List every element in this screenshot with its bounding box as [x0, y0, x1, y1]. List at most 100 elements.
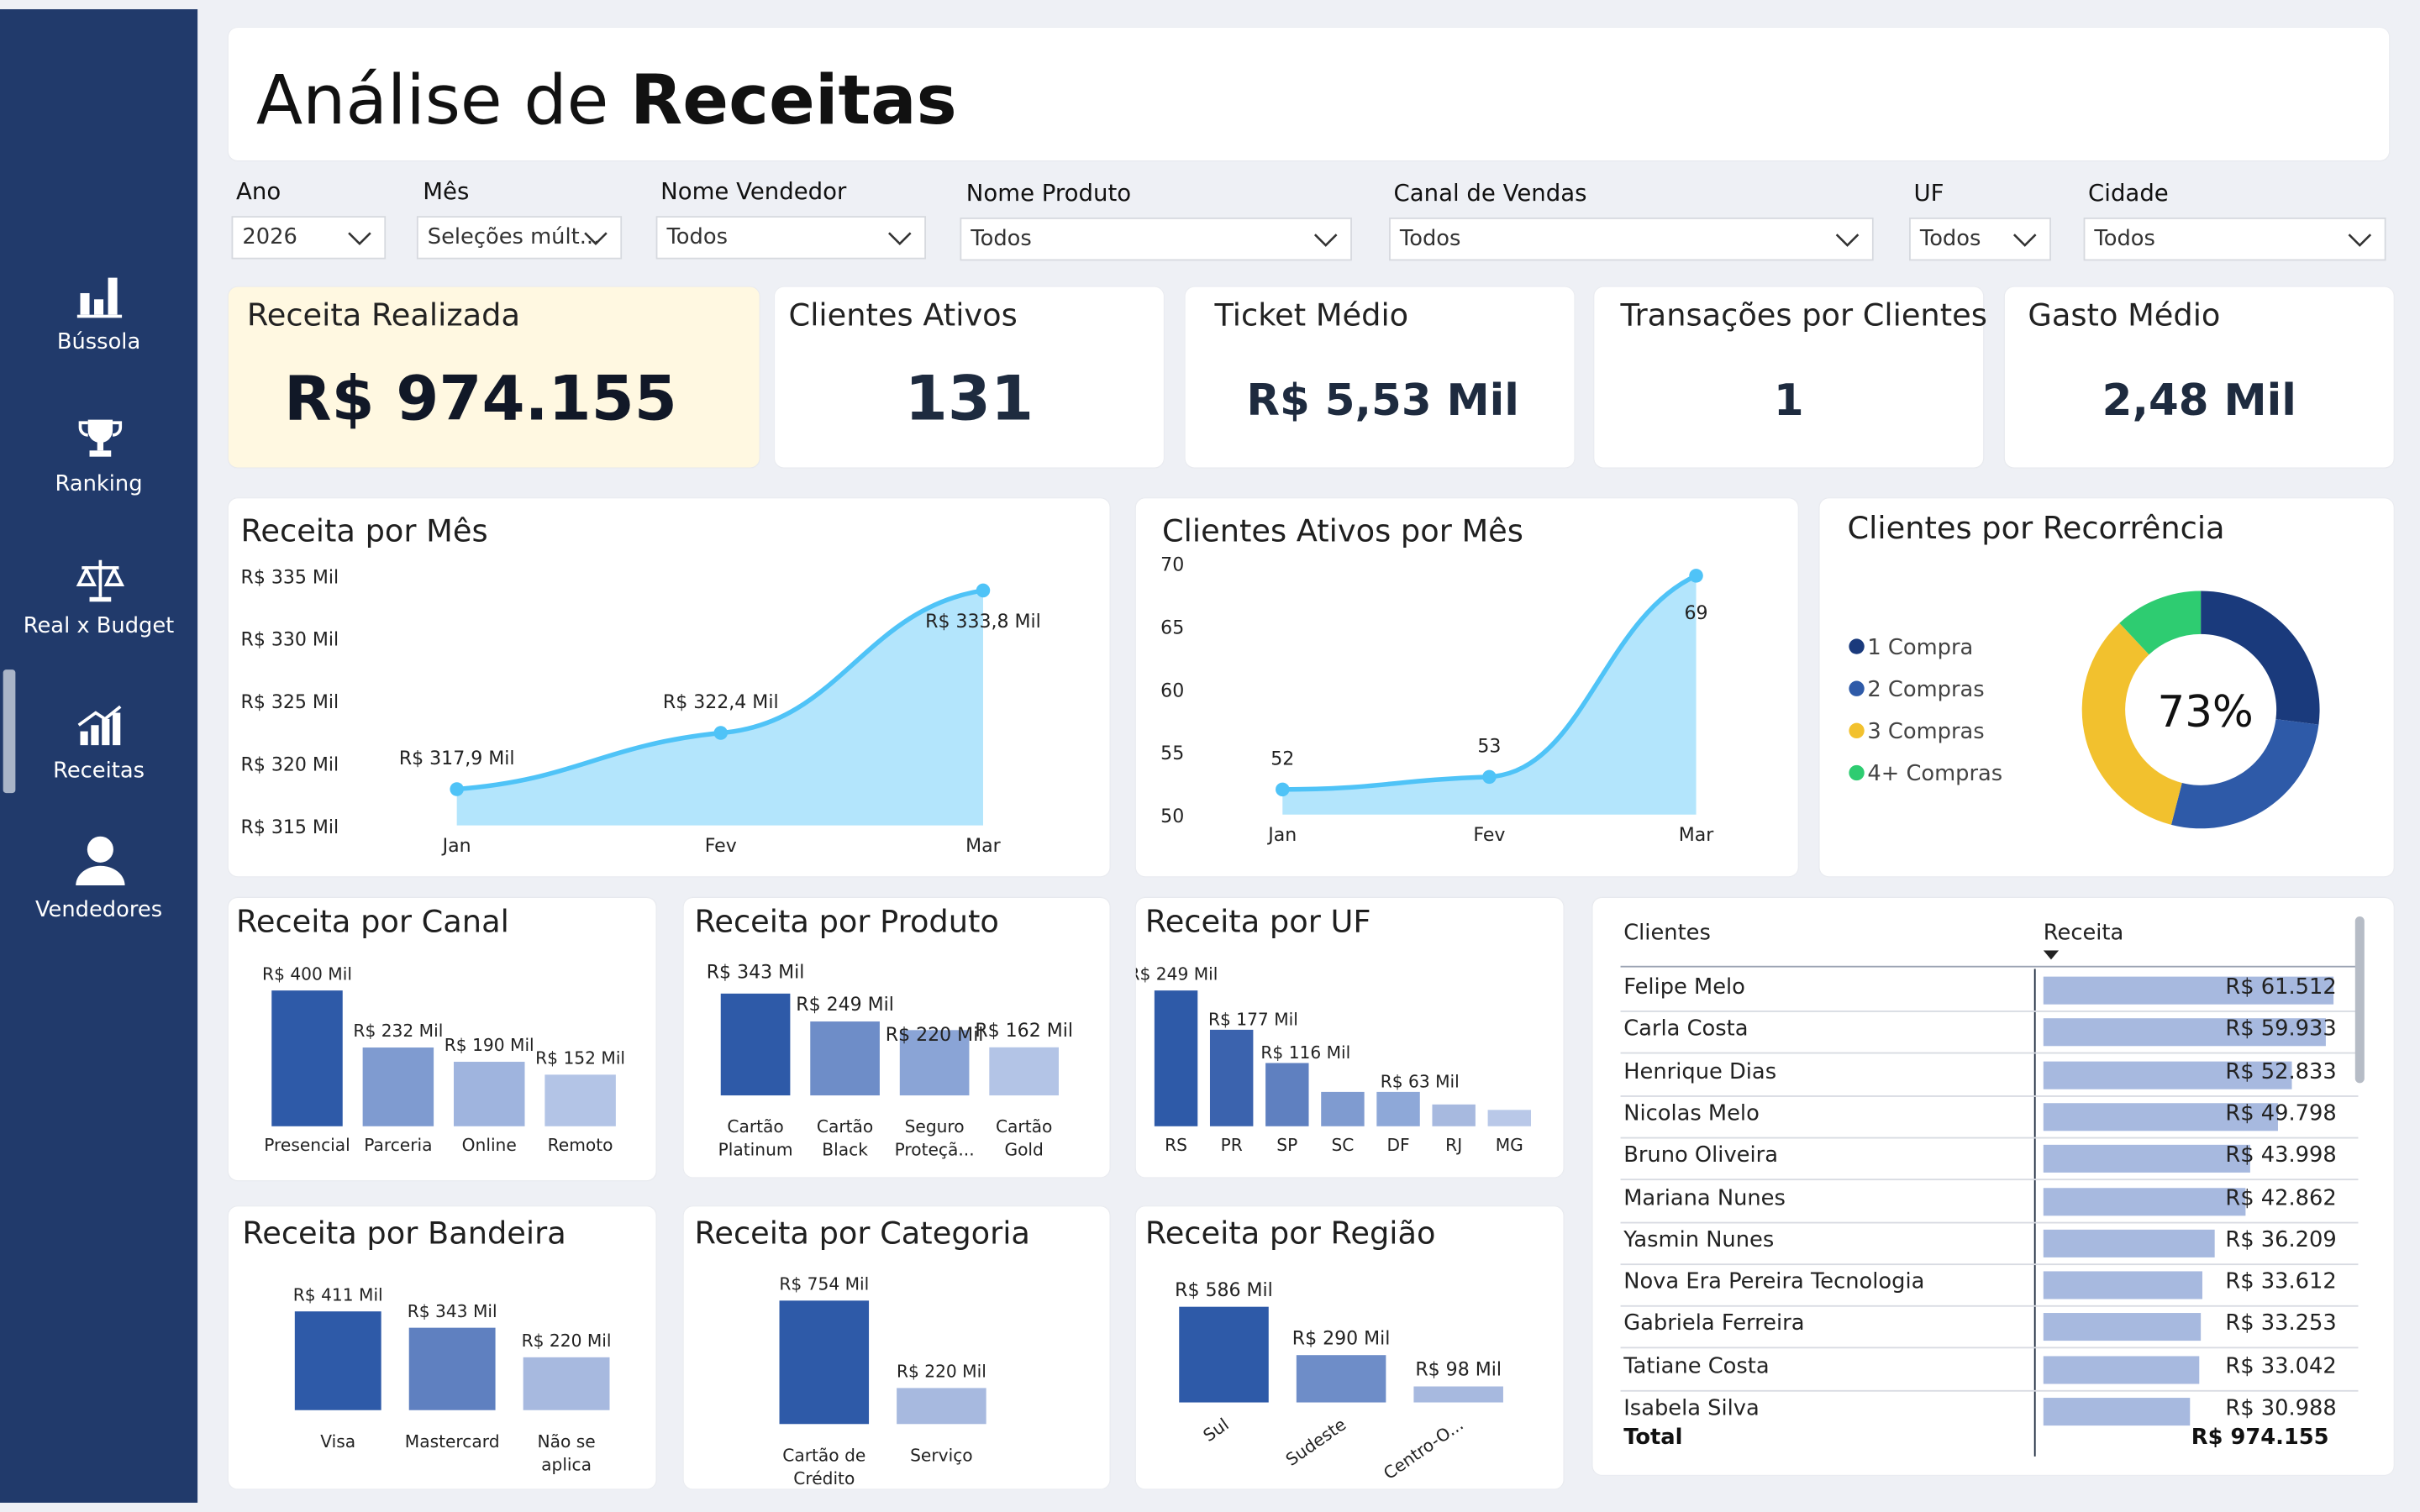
chart-title: Receita por Região: [1144, 1214, 1436, 1252]
data-label: R$ 177 Mil: [1208, 1009, 1298, 1029]
data-label: R$ 220 Mil: [522, 1331, 612, 1351]
revenue-value: R$ 30.988: [2225, 1396, 2337, 1421]
x-tick-label: Online: [462, 1135, 517, 1155]
bar: [362, 1047, 434, 1126]
table-row[interactable]: Nicolas Melo R$ 49.798: [1621, 1095, 2346, 1136]
table-row[interactable]: Tatiane Costa R$ 33.042: [1621, 1348, 2346, 1389]
sidebar-item-ranking[interactable]: Ranking: [0, 413, 197, 537]
x-tick-label: Cartão: [727, 1116, 783, 1137]
filter-uf-dropdown[interactable]: Todos: [1908, 217, 2051, 261]
bar: [1487, 1110, 1532, 1126]
chart-title: Receita por Categoria: [694, 1214, 1030, 1252]
data-label: R$ 322,4 Mil: [663, 692, 779, 713]
bar-chart-icon: [76, 277, 123, 318]
kpi-value: R$ 5,53 Mil: [1246, 375, 1519, 426]
row-divider: [1620, 1389, 2359, 1392]
x-tick-label: Presencial: [264, 1135, 350, 1155]
chart-title: Receita por Produto: [694, 902, 999, 940]
bar: [523, 1357, 610, 1410]
user-icon: [76, 836, 125, 886]
sidebar-item-real-x-budget[interactable]: Real x Budget: [0, 555, 197, 679]
table-row[interactable]: Gabriela Ferreira R$ 33.253: [1621, 1306, 2346, 1347]
data-label: R$ 333,8 Mil: [925, 612, 1041, 633]
chevron-down-icon: [1835, 234, 1860, 247]
revenue-bar: [2043, 1060, 2293, 1089]
row-divider: [1620, 1053, 2359, 1055]
legend-marker: [1849, 638, 1865, 654]
filter-mes-dropdown[interactable]: Seleções múlt...: [416, 216, 623, 260]
chart-title: Receita por Canal: [236, 902, 509, 940]
bar: [271, 990, 343, 1126]
client-name: Henrique Dias: [1623, 1059, 1777, 1084]
y-tick-label: R$ 320 Mil: [241, 754, 339, 775]
kpi-value: 1: [1773, 375, 1804, 426]
data-label: R$ 754 Mil: [779, 1273, 869, 1294]
filter-label-canal: Canal de Vendas: [1393, 179, 1587, 207]
chart-receita-por-produto: Receita por Produto R$ 343 Mil Cartão Plat…: [683, 897, 1110, 1178]
table-row[interactable]: Bruno Oliveira R$ 43.998: [1621, 1137, 2346, 1178]
bar: [544, 1074, 616, 1126]
bar: [989, 1047, 1059, 1096]
sidebar-item-receitas[interactable]: Receitas: [0, 669, 197, 824]
y-tick-label: R$ 315 Mil: [241, 817, 339, 838]
filter-vendedor-dropdown[interactable]: Todos: [655, 216, 927, 260]
x-tick-label: SC: [1331, 1135, 1354, 1155]
table-row[interactable]: Mariana Nunes R$ 42.862: [1621, 1179, 2346, 1220]
chart-receita-por-mes: Receita por Mês R$ 335 Mil R$ 330 Mil R$ 3…: [228, 498, 1110, 877]
data-label: R$ 63 Mil: [1381, 1071, 1460, 1091]
uf-bar-chart: R$ 249 Mil RS R$ 177 Mil PR R$ 116 Mil SP SC R$…: [1136, 963, 1532, 1155]
row-divider: [1620, 1137, 2359, 1139]
data-label: R$ 400 Mil: [262, 963, 352, 984]
revenue-value: R$ 52.833: [2225, 1059, 2337, 1084]
table-scrollbar[interactable]: [2354, 916, 2365, 1084]
filter-cidade-dropdown[interactable]: Todos: [2083, 217, 2386, 261]
table-row[interactable]: Yasmin Nunes R$ 36.209: [1621, 1221, 2346, 1262]
data-label: R$ 249 Mil: [796, 995, 894, 1016]
x-tick-label: RJ: [1445, 1135, 1462, 1155]
donut-slice: [2119, 591, 2202, 655]
kpi-value: R$ 974.155: [283, 364, 677, 435]
area-fill: [1282, 575, 1697, 815]
filter-ano-dropdown[interactable]: 2026: [231, 216, 387, 260]
legend-marker: [1849, 722, 1865, 739]
revenue-bar: [2043, 1271, 2202, 1299]
client-name: Felipe Melo: [1623, 974, 1745, 1000]
bar: [1154, 990, 1198, 1126]
table-row[interactable]: Henrique Dias R$ 52.833: [1621, 1053, 2346, 1094]
client-name: Isabela Silva: [1623, 1396, 1760, 1421]
x-tick-label: Cartão: [996, 1116, 1052, 1137]
data-label: R$ 343 Mil: [408, 1301, 497, 1321]
kpi-clientes-ativos: Clientes Ativos 131: [775, 286, 1164, 468]
scale-icon: [76, 559, 125, 602]
table-row[interactable]: Felipe Melo R$ 61.512: [1621, 969, 2346, 1009]
data-label: R$ 586 Mil: [1175, 1280, 1273, 1301]
x-tick-label: Não se: [537, 1431, 595, 1452]
table-row[interactable]: Carla Costa R$ 59.933: [1621, 1011, 2346, 1052]
sidebar-item-bussola[interactable]: Bússola: [0, 271, 197, 395]
x-tick-label: PR: [1221, 1135, 1243, 1155]
data-label: R$ 152 Mil: [535, 1048, 625, 1068]
filter-canal-dropdown[interactable]: Todos: [1389, 217, 1874, 261]
chevron-down-icon: [1313, 234, 1338, 247]
bar: [899, 1030, 970, 1096]
total-label: Total: [1623, 1425, 1683, 1451]
header-divider: [1620, 965, 2359, 968]
filter-produto-dropdown[interactable]: Todos: [960, 217, 1352, 261]
table-row[interactable]: Isabela Silva R$ 30.988: [1621, 1390, 2346, 1431]
sidebar-item-label: Ranking: [55, 472, 143, 497]
data-point: [1276, 782, 1290, 797]
table-row[interactable]: Nova Era Pereira Tecnologia R$ 33.612: [1621, 1263, 2346, 1304]
column-header-receita[interactable]: Receita: [2043, 921, 2124, 946]
sidebar-item-vendedores[interactable]: Vendedores: [0, 833, 197, 957]
filter-label-uf: UF: [1913, 179, 1944, 207]
revenue-value: R$ 49.798: [2225, 1101, 2337, 1126]
canal-bar-chart: R$ 400 Mil Presencial R$ 232 Mil Parceria R$…: [262, 963, 625, 1155]
y-tick-label: 65: [1160, 617, 1184, 638]
sidebar-item-label: Receitas: [53, 759, 145, 785]
bar: [1296, 1355, 1386, 1403]
sidebar-item-label: Bússola: [56, 330, 141, 355]
x-tick-label: Black: [822, 1140, 868, 1160]
chart-clientes-por-recorrencia: Clientes por Recorrência 73% 1 Compra 2 Co…: [1819, 498, 2394, 877]
column-header-clientes[interactable]: Clientes: [1623, 921, 1711, 946]
